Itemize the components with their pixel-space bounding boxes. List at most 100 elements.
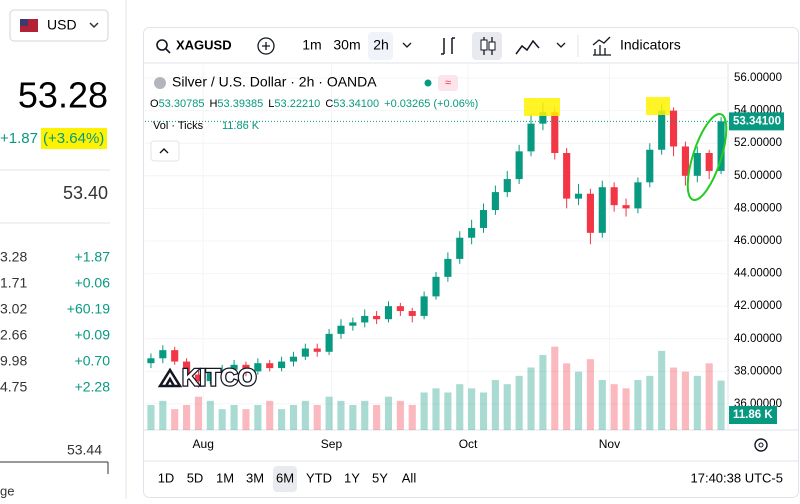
- candle-body: [468, 227, 476, 238]
- candle-body: [242, 364, 250, 372]
- y-tick-label: 46.00000: [734, 235, 782, 247]
- candle-body: [456, 237, 464, 259]
- range[interactable]: All: [402, 470, 417, 485]
- ohlc-key: C: [325, 98, 333, 110]
- interval[interactable]: 30m: [333, 37, 360, 53]
- candle-body: [586, 193, 594, 233]
- bar-style[interactable]: [441, 37, 455, 55]
- volume-bar: [361, 400, 369, 430]
- row-change: +0.06: [75, 275, 111, 291]
- candle-body: [479, 210, 488, 228]
- candle-body: [289, 356, 298, 362]
- volume-bar: [171, 409, 179, 430]
- range[interactable]: 3M: [246, 470, 264, 485]
- row-value: 2.66: [0, 327, 27, 343]
- candle-body: [503, 179, 511, 193]
- volume-title: Vol · Ticks: [153, 120, 204, 132]
- candle-body: [171, 350, 179, 362]
- highlight: [41, 128, 107, 149]
- area-style[interactable]: [515, 39, 540, 55]
- candle-body: [194, 374, 203, 382]
- currency-select[interactable]: [9, 9, 109, 42]
- volume-bar: [563, 363, 571, 430]
- candle-body: [693, 152, 701, 176]
- volume-bar: [598, 380, 606, 430]
- search-icon: [165, 48, 171, 54]
- volume-bar: [693, 375, 701, 430]
- candle-body: [266, 363, 274, 369]
- last-price-box: [729, 112, 784, 131]
- range[interactable]: 5D: [187, 470, 204, 485]
- volume-bar: [325, 396, 333, 430]
- volume-bar: [681, 371, 689, 430]
- row-change: +2.28: [75, 379, 111, 395]
- range[interactable]: 1M: [216, 470, 234, 485]
- candle-body: [539, 112, 547, 124]
- volume-bar: [717, 380, 725, 430]
- x-tick-label: Nov: [599, 437, 620, 451]
- chevron: [89, 22, 99, 29]
- row-change: +60.19: [67, 301, 110, 317]
- flag-badge-icon: ≈: [445, 77, 451, 89]
- volume-bar: [515, 375, 523, 430]
- candle-body: [444, 258, 452, 277]
- candle-body: [384, 306, 393, 320]
- watermark-logo: [157, 367, 183, 388]
- candle-body: [206, 372, 214, 382]
- candle-body: [218, 369, 226, 373]
- candle-body: [396, 306, 404, 312]
- settings[interactable]: [754, 438, 768, 452]
- candle-body: [230, 364, 238, 370]
- volume-box: [729, 406, 777, 424]
- volume-bar: [206, 400, 214, 430]
- candle-body: [622, 205, 630, 209]
- ohlc-key: L: [268, 98, 274, 110]
- add-button[interactable]: [257, 37, 275, 55]
- volume-bar: [313, 405, 321, 430]
- candle-body: [325, 333, 333, 352]
- range[interactable]: 5Y: [372, 470, 388, 485]
- volume-bar: [254, 405, 262, 430]
- symbol[interactable]: XAGUSD: [176, 37, 232, 52]
- candle-body: [717, 121, 725, 171]
- candle-body: [658, 110, 666, 150]
- x-tick-label: Oct: [459, 437, 478, 451]
- clock: 17:40:38 UTC-5: [691, 470, 784, 485]
- candle-body: [432, 276, 440, 297]
- interval[interactable]: 2h: [373, 37, 389, 53]
- watermark: KITCO: [182, 364, 257, 391]
- last-price-label: 53.34100: [733, 115, 781, 127]
- annotation-circle: [686, 112, 728, 202]
- range[interactable]: 1Y: [344, 470, 360, 485]
- volume-bar: [669, 367, 678, 430]
- highlight: [646, 97, 670, 115]
- volume-bar: [183, 405, 191, 430]
- candle-body: [705, 152, 713, 171]
- flag-canton: [20, 19, 28, 26]
- collapse-button[interactable]: [150, 140, 180, 162]
- indicators[interactable]: Indicators: [620, 37, 681, 53]
- volume-bar: [491, 380, 499, 430]
- ohlc-value: 53.39385: [217, 98, 263, 110]
- range[interactable]: YTD: [306, 470, 332, 485]
- highlight: [524, 98, 560, 116]
- volume-bar: [574, 371, 583, 430]
- symbol-logo: [154, 77, 166, 89]
- interval[interactable]: 1m: [302, 37, 321, 53]
- y-tick-label: 44.00000: [734, 268, 782, 280]
- range[interactable]: 1D: [158, 470, 175, 485]
- row-value: 3.28: [0, 249, 27, 265]
- volume-bar: [349, 405, 357, 430]
- active-interval: [368, 32, 393, 60]
- row-change: +0.70: [75, 353, 111, 369]
- volume-bar: [408, 405, 416, 430]
- range[interactable]: 6M: [276, 470, 294, 485]
- volume-bar: [218, 409, 226, 430]
- chevron[interactable]: [556, 42, 566, 48]
- candle-body: [147, 358, 155, 364]
- chevron[interactable]: [402, 42, 412, 48]
- volume-bar: [194, 396, 203, 430]
- candle-body: [183, 361, 191, 375]
- volume-bar: [337, 400, 345, 430]
